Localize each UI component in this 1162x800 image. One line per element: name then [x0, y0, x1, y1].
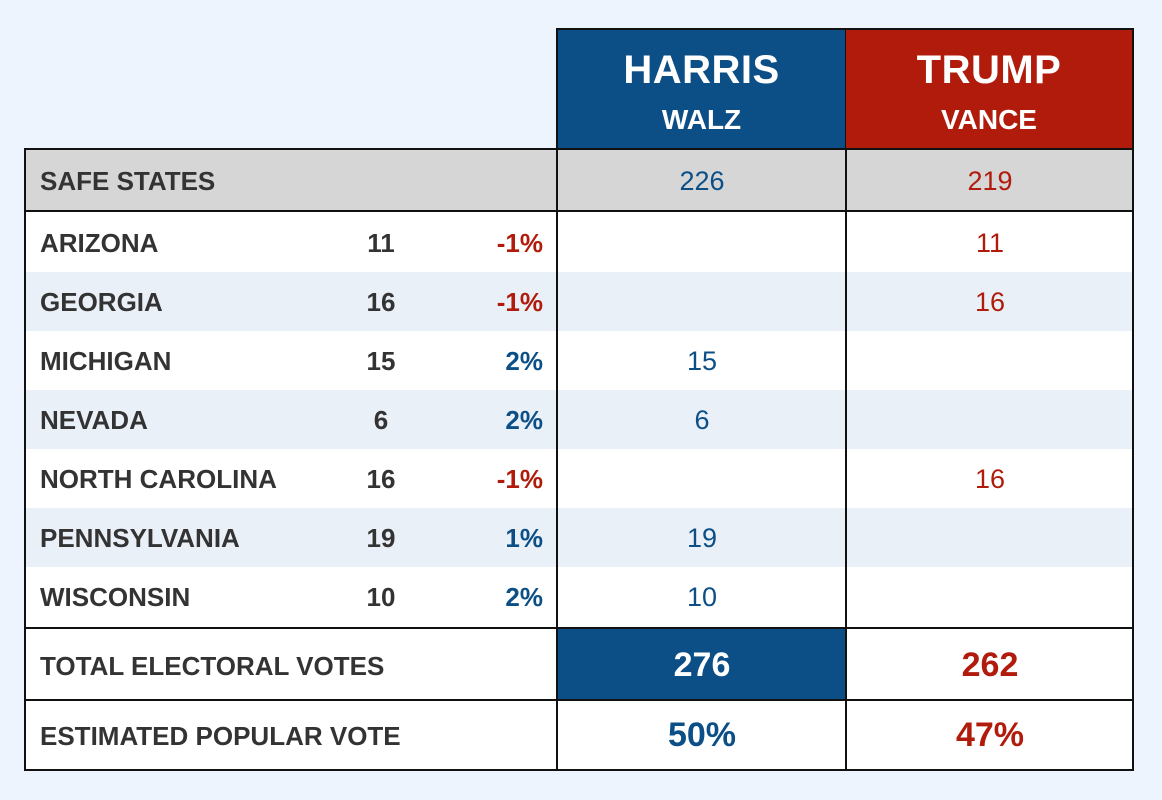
total-harris-fill	[558, 629, 846, 699]
state-ev: 15	[366, 346, 396, 376]
state-name: NORTH CAROLINA	[40, 464, 277, 494]
divider-col-trump	[845, 150, 847, 769]
trump-header: TRUMP VANCE	[845, 28, 1134, 150]
popular-vote-trump: 47%	[955, 716, 1025, 754]
electoral-table: SAFE STATES 226 219 ARIZONA 11 -1% 11 GE…	[24, 148, 1134, 771]
divider-safe	[26, 210, 1132, 212]
safe-states-label: SAFE STATES	[40, 166, 216, 196]
state-name: MICHIGAN	[40, 346, 172, 376]
state-harris: 19	[686, 523, 718, 553]
state-name: WISCONSIN	[40, 582, 191, 612]
state-trump: 16	[974, 287, 1006, 317]
band-pennsylvania	[26, 508, 1132, 567]
state-name: GEORGIA	[40, 287, 163, 317]
state-name: NEVADA	[40, 405, 148, 435]
divider-popular	[26, 699, 1132, 701]
trump-name: TRUMP	[916, 48, 1062, 92]
safe-states-row: SAFE STATES 226 219	[26, 150, 1132, 210]
safe-states-trump: 219	[967, 166, 1013, 196]
state-margin: -1%	[496, 287, 543, 317]
state-margin: 2%	[505, 582, 543, 612]
state-harris: 10	[686, 582, 718, 612]
total-electoral-label: TOTAL ELECTORAL VOTES	[40, 651, 385, 681]
band-nevada	[26, 390, 1132, 449]
state-name: PENNSYLVANIA	[40, 523, 240, 553]
state-ev: 19	[366, 523, 396, 553]
safe-states-harris: 226	[679, 166, 725, 196]
walz-name: WALZ	[661, 104, 742, 135]
total-electoral-harris: 276	[673, 646, 731, 684]
band-georgia	[26, 272, 1132, 331]
state-trump: 16	[974, 464, 1006, 494]
state-ev: 10	[366, 582, 396, 612]
divider-col-harris	[556, 150, 558, 769]
state-margin: 2%	[505, 405, 543, 435]
vance-name: VANCE	[941, 104, 1037, 135]
divider-total	[26, 627, 1132, 629]
state-margin: -1%	[496, 228, 543, 258]
state-harris: 15	[686, 346, 718, 376]
popular-vote-label: ESTIMATED POPULAR VOTE	[40, 721, 401, 751]
state-margin: 2%	[505, 346, 543, 376]
harris-name: HARRIS	[623, 48, 780, 92]
state-margin: -1%	[496, 464, 543, 494]
total-electoral-trump: 262	[961, 646, 1019, 684]
harris-header: HARRIS WALZ	[556, 28, 846, 150]
state-ev: 16	[366, 287, 396, 317]
state-ev: 11	[367, 228, 395, 258]
popular-vote-harris: 50%	[667, 716, 737, 754]
state-margin: 1%	[505, 523, 543, 553]
state-harris: 6	[694, 405, 710, 435]
state-ev: 16	[366, 464, 396, 494]
state-trump: 11	[975, 228, 1005, 258]
state-name: ARIZONA	[40, 228, 159, 258]
state-ev: 6	[373, 405, 389, 435]
